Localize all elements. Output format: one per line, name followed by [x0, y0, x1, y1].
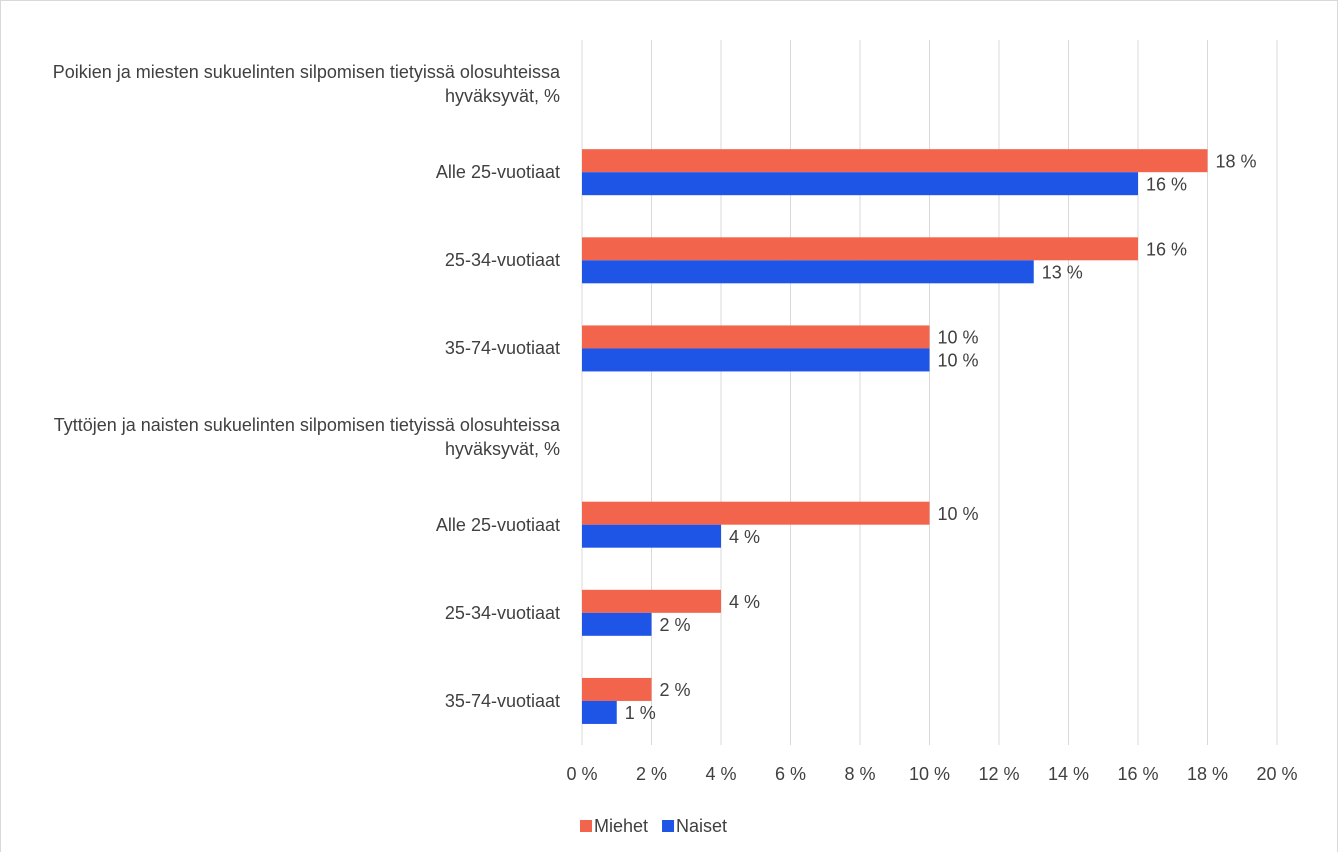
bar: [582, 237, 1138, 261]
data-label: 4 %: [729, 527, 760, 547]
y-tick-label: 25-34-vuotiaat: [444, 250, 560, 271]
data-label: 10 %: [938, 351, 979, 371]
bar: [582, 149, 1208, 173]
y-tick-label: 25-34-vuotiaat: [444, 602, 560, 623]
bar: [582, 501, 930, 525]
data-label: 2 %: [660, 615, 691, 635]
y-tick-label: Alle 25-vuotiaat: [435, 162, 560, 183]
x-tick-label: 10 %: [909, 764, 950, 784]
y-tick-label: 35-74-vuotiaat: [444, 690, 560, 711]
x-tick-label: 8 %: [844, 764, 875, 784]
data-label: 10 %: [938, 504, 979, 524]
legend-swatch: [580, 820, 592, 832]
bar: [582, 524, 721, 548]
bar: [582, 260, 1034, 284]
bar: [582, 325, 930, 349]
bar: [582, 677, 652, 701]
legend-label: Naiset: [676, 816, 727, 836]
data-label: 16 %: [1146, 174, 1187, 194]
data-label: 13 %: [1042, 263, 1083, 283]
y-tick-label: Poikien ja miesten sukuelinten silpomise…: [52, 62, 560, 107]
bar: [582, 700, 617, 724]
data-label: 2 %: [660, 680, 691, 700]
bar: [582, 612, 652, 636]
y-tick-label: 35-74-vuotiaat: [444, 338, 560, 359]
y-tick-label: Tyttöjen ja naisten sukuelinten silpomis…: [53, 414, 560, 459]
data-label: 4 %: [729, 592, 760, 612]
x-tick-label: 6 %: [775, 764, 806, 784]
y-tick-label: Alle 25-vuotiaat: [435, 514, 560, 535]
legend-swatch: [662, 820, 675, 832]
x-tick-label: 20 %: [1256, 764, 1297, 784]
data-label: 10 %: [938, 328, 979, 348]
data-label: 16 %: [1146, 240, 1187, 260]
data-label: 18 %: [1216, 151, 1257, 171]
legend-label: Miehet: [594, 816, 648, 836]
x-tick-label: 14 %: [1048, 764, 1089, 784]
x-tick-label: 18 %: [1187, 764, 1228, 784]
bar: [582, 172, 1138, 196]
x-tick-label: 0 %: [566, 764, 597, 784]
x-tick-label: 2 %: [636, 764, 667, 784]
x-tick-label: 16 %: [1117, 764, 1158, 784]
data-label: 1 %: [625, 703, 656, 723]
bar: [582, 348, 930, 372]
x-tick-label: 12 %: [978, 764, 1019, 784]
x-tick-label: 4 %: [705, 764, 736, 784]
bar: [582, 589, 721, 613]
